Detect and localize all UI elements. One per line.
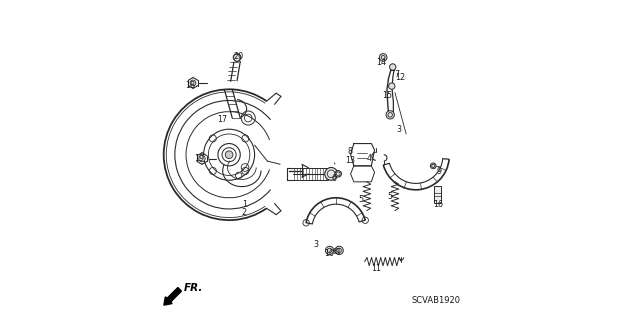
FancyArrow shape: [164, 287, 182, 305]
Text: 11: 11: [371, 264, 381, 273]
Circle shape: [225, 151, 233, 159]
Text: FR.: FR.: [184, 283, 203, 293]
Circle shape: [199, 155, 205, 162]
Text: 9: 9: [436, 167, 442, 176]
Text: 4: 4: [367, 154, 372, 163]
Circle shape: [233, 54, 241, 61]
Text: 5: 5: [358, 195, 363, 204]
Text: 20: 20: [233, 52, 243, 61]
Text: 8: 8: [347, 147, 352, 156]
Circle shape: [388, 83, 395, 89]
Circle shape: [390, 64, 396, 70]
Circle shape: [380, 54, 387, 61]
Text: 5: 5: [387, 192, 392, 201]
Circle shape: [335, 246, 343, 255]
Text: 1: 1: [242, 200, 247, 209]
Text: 3: 3: [314, 240, 318, 249]
Text: 13: 13: [345, 156, 355, 165]
Circle shape: [335, 171, 341, 177]
Circle shape: [430, 163, 436, 169]
Circle shape: [386, 111, 394, 119]
Text: 17: 17: [217, 115, 227, 124]
Text: 14: 14: [376, 58, 387, 67]
Text: 6: 6: [332, 174, 337, 182]
Text: 3: 3: [397, 125, 402, 134]
Circle shape: [190, 80, 196, 86]
Text: 10: 10: [324, 249, 334, 258]
Text: 15: 15: [383, 91, 393, 100]
Text: 18: 18: [185, 81, 195, 90]
Circle shape: [324, 167, 337, 180]
Text: 16: 16: [433, 200, 444, 209]
Text: 2: 2: [242, 208, 247, 217]
Text: 7: 7: [394, 70, 399, 78]
Text: 19: 19: [194, 154, 204, 163]
Text: 12: 12: [396, 73, 406, 82]
Circle shape: [325, 246, 333, 255]
Text: SCVAB1920: SCVAB1920: [412, 296, 460, 305]
FancyBboxPatch shape: [433, 186, 441, 203]
